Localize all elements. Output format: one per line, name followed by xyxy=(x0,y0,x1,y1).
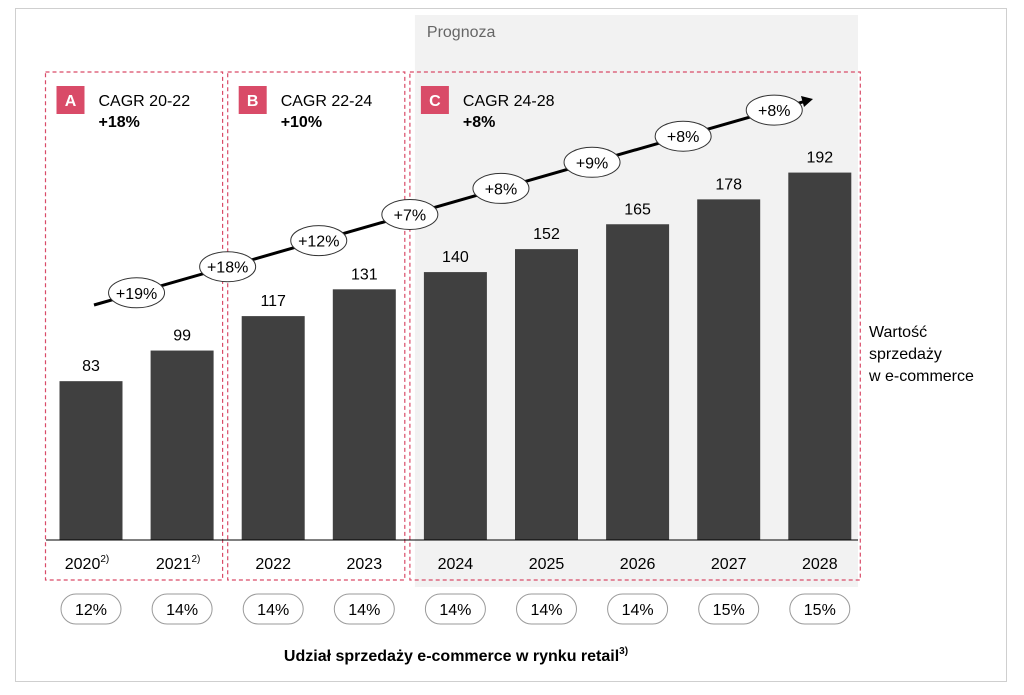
share-value: 14% xyxy=(439,602,471,619)
share-title: Udział sprzedaży e-commerce w rynku reta… xyxy=(284,646,628,665)
bar-2022 xyxy=(241,316,305,540)
growth-label: +9% xyxy=(576,155,608,172)
share-value: 14% xyxy=(257,602,289,619)
period-badge-c xyxy=(420,86,449,114)
growth-label: +8% xyxy=(758,103,790,120)
category-label-2021: 20212) xyxy=(156,554,201,573)
share-pill-2024 xyxy=(424,593,486,625)
period-badge-b xyxy=(238,86,267,114)
bar-value-label: 165 xyxy=(624,201,651,218)
share-pill-2023 xyxy=(333,593,395,625)
category-label-2020: 20202) xyxy=(65,554,110,573)
bar-value-label: 178 xyxy=(715,176,742,193)
growth-label: +18% xyxy=(207,260,248,277)
share-value: 14% xyxy=(622,602,654,619)
period-cagr-value: +10% xyxy=(281,114,322,131)
period-letter: B xyxy=(247,93,259,110)
period-badge-a xyxy=(56,86,85,114)
share-pill-2021 xyxy=(151,593,213,625)
value-label-line: Wartość xyxy=(869,324,927,341)
growth-pill xyxy=(745,94,803,126)
growth-label: +19% xyxy=(116,286,157,303)
period-letter: C xyxy=(429,93,441,110)
share-value: 14% xyxy=(530,602,562,619)
share-value: 15% xyxy=(804,602,836,619)
growth-pill xyxy=(108,277,166,309)
category-label-2023: 2023 xyxy=(347,556,383,573)
growth-label: +12% xyxy=(298,234,339,251)
bar-2020 xyxy=(59,381,123,540)
share-pill-2028 xyxy=(789,593,851,625)
period-cagr-value: +18% xyxy=(99,114,140,131)
category-label-2027: 2027 xyxy=(711,556,747,573)
share-pill-2020 xyxy=(60,593,122,625)
share-pill-2022 xyxy=(242,593,304,625)
category-label-2026: 2026 xyxy=(620,556,656,573)
bar-value-label: 152 xyxy=(533,226,560,243)
value-label-line: w e-commerce xyxy=(868,368,974,385)
forecast-label: Prognoza xyxy=(427,24,496,41)
growth-pill xyxy=(290,225,348,257)
growth-label: +8% xyxy=(667,129,699,146)
period-cagr-label: CAGR 24-28 xyxy=(463,93,555,110)
growth-label: +8% xyxy=(485,181,517,198)
period-letter: A xyxy=(65,93,77,110)
value-label-line: sprzedaży xyxy=(869,346,942,363)
growth-arrowhead xyxy=(801,96,813,107)
period-box-a xyxy=(44,71,224,581)
period-box-b xyxy=(227,71,406,581)
category-label-2022: 2022 xyxy=(255,556,291,573)
bar-value-label: 131 xyxy=(351,266,378,283)
bar-2023 xyxy=(332,289,396,540)
share-value: 15% xyxy=(713,602,745,619)
bar-value-label: 192 xyxy=(806,150,833,167)
bar-value-label: 83 xyxy=(82,358,100,375)
category-label-2025: 2025 xyxy=(529,556,565,573)
period-cagr-label: CAGR 22-24 xyxy=(281,93,373,110)
bar-value-label: 117 xyxy=(260,293,286,310)
category-label-2024: 2024 xyxy=(438,556,474,573)
period-cagr-label: CAGR 20-22 xyxy=(99,93,191,110)
bar-2028 xyxy=(788,172,852,540)
growth-pill xyxy=(199,251,257,283)
growth-pill xyxy=(654,120,712,152)
share-value: 14% xyxy=(348,602,380,619)
growth-pill xyxy=(381,199,439,231)
growth-label: +7% xyxy=(394,208,426,225)
chart-frame: Prognoza A CAGR 20-22 +18% B CAGR 22-24 +10% C C… xyxy=(15,8,1007,682)
growth-pill xyxy=(563,146,621,178)
bar-value-label: 99 xyxy=(173,328,191,345)
share-value: 14% xyxy=(166,602,198,619)
period-cagr-value: +8% xyxy=(463,114,495,131)
bar-2027 xyxy=(697,199,761,540)
share-pill-2026 xyxy=(607,593,669,625)
period-box-c xyxy=(409,71,861,581)
growth-pill xyxy=(472,172,530,204)
bar-2025 xyxy=(515,249,578,541)
share-value: 12% xyxy=(75,602,107,619)
bar-2021 xyxy=(150,350,214,540)
category-label-2028: 2028 xyxy=(802,556,838,573)
bar-2026 xyxy=(606,224,670,540)
ecommerce-sales-chart: Prognoza A CAGR 20-22 +18% B CAGR 22-24 +10% C C… xyxy=(44,15,974,665)
bar-2024 xyxy=(423,272,487,540)
share-pill-2025 xyxy=(516,593,577,625)
share-pill-2027 xyxy=(698,593,760,625)
bar-value-label: 140 xyxy=(442,249,469,266)
